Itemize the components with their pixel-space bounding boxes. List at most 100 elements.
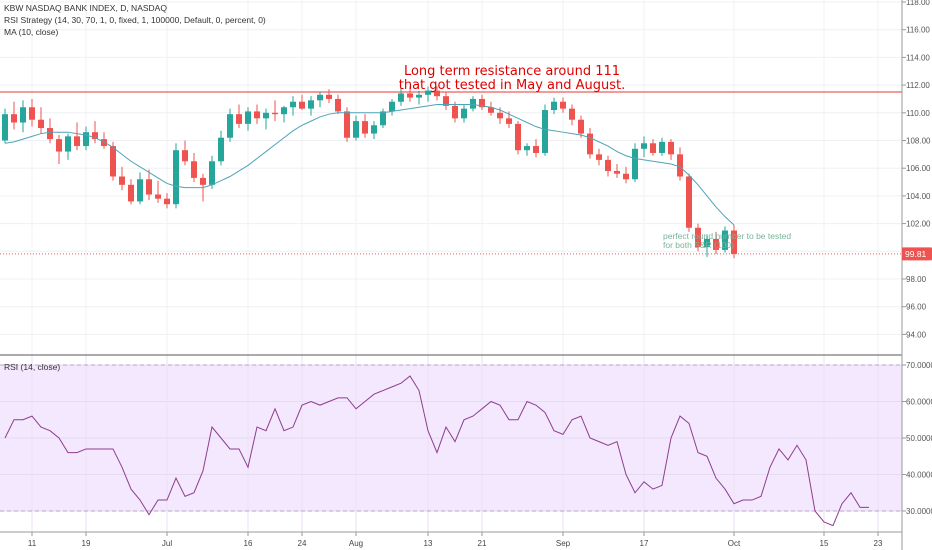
candle bbox=[695, 223, 701, 252]
candle bbox=[488, 101, 494, 116]
candle bbox=[164, 193, 170, 209]
candle-body bbox=[650, 143, 656, 153]
price-tick-label: 102.00 bbox=[906, 220, 931, 229]
rsi-tick-label: 50.0000 bbox=[906, 434, 932, 443]
candle-body bbox=[434, 90, 440, 97]
candle bbox=[731, 224, 737, 259]
resistance-note[interactable]: Long term resistance around 111 that got… bbox=[352, 65, 672, 93]
time-tick-label: 13 bbox=[424, 539, 433, 548]
candle-body bbox=[227, 114, 233, 138]
candle-body bbox=[398, 93, 404, 102]
candle bbox=[209, 155, 215, 189]
last-price-label: 99.81 bbox=[905, 249, 927, 259]
candle-body bbox=[659, 141, 665, 153]
candle-body bbox=[65, 136, 71, 152]
candle-body bbox=[236, 114, 242, 124]
candle-body bbox=[641, 143, 647, 149]
candle-body bbox=[407, 93, 413, 98]
candle-body bbox=[686, 176, 692, 228]
candle bbox=[29, 98, 35, 127]
candle-body bbox=[452, 105, 458, 119]
candle bbox=[101, 132, 107, 149]
ma-legend[interactable]: MA (10, close) bbox=[4, 27, 59, 37]
candle bbox=[533, 139, 539, 158]
time-tick-label: 11 bbox=[28, 539, 37, 548]
candle-body bbox=[173, 150, 179, 205]
candle-body bbox=[704, 238, 710, 248]
time-axis[interactable]: 11 19 Jul 16 24 Aug 13 21 Sep 17 Oct 15 23 bbox=[28, 532, 883, 548]
candle-body bbox=[389, 101, 395, 112]
price-tick-label: 112.00 bbox=[906, 81, 930, 90]
candle bbox=[515, 121, 521, 155]
ma10-line bbox=[4, 103, 735, 226]
time-tick-label: Jul bbox=[162, 539, 172, 548]
candle-body bbox=[443, 96, 449, 106]
price-axis[interactable]: 94.0096.0098.00100.00102.00104.00106.001… bbox=[902, 0, 931, 339]
symbol-title[interactable]: KBW NASDAQ BANK INDEX, D, NASDAQ bbox=[4, 3, 167, 13]
candle bbox=[569, 104, 575, 126]
time-tick-label: Oct bbox=[728, 539, 741, 548]
strategy-legend[interactable]: RSI Strategy (14, 30, 70, 1, 0, fixed, 1… bbox=[4, 15, 266, 25]
candle-body bbox=[263, 112, 269, 119]
candle-body bbox=[344, 111, 350, 138]
candle bbox=[380, 108, 386, 129]
candle bbox=[263, 108, 269, 130]
candle-body bbox=[83, 132, 89, 147]
candle-body bbox=[569, 108, 575, 120]
time-tick-label: 23 bbox=[874, 539, 883, 548]
candle-body bbox=[218, 137, 224, 162]
candle bbox=[578, 115, 584, 138]
candle bbox=[236, 104, 242, 129]
candle-body bbox=[731, 230, 737, 254]
candle-body bbox=[47, 128, 53, 140]
candle-body bbox=[164, 198, 170, 205]
rsi-legend[interactable]: RSI (14, close) bbox=[4, 362, 61, 372]
time-tick-label: 24 bbox=[298, 539, 307, 548]
candle-body bbox=[371, 125, 377, 134]
candle bbox=[560, 97, 566, 113]
candle bbox=[605, 155, 611, 177]
candle-body bbox=[416, 94, 422, 98]
candle bbox=[92, 121, 98, 144]
candle bbox=[74, 122, 80, 151]
candle-body bbox=[200, 177, 206, 185]
candle-body bbox=[515, 123, 521, 151]
candle bbox=[182, 140, 188, 166]
candle-body bbox=[668, 141, 674, 155]
candle bbox=[2, 108, 8, 144]
rsi-axis[interactable]: 30.0000 40.0000 50.0000 60.0000 70.0000 bbox=[902, 361, 932, 516]
candle bbox=[371, 121, 377, 140]
round-number-note-line1: perfect round number to be tested bbox=[663, 231, 792, 241]
price-tick-label: 94.00 bbox=[906, 330, 927, 339]
candle bbox=[272, 100, 278, 122]
candle-body bbox=[20, 107, 26, 123]
candle-body bbox=[578, 119, 584, 134]
candle-body bbox=[614, 170, 620, 174]
candle-body bbox=[317, 94, 323, 101]
candle bbox=[434, 86, 440, 101]
candle-body bbox=[722, 230, 728, 250]
price-gridlines bbox=[0, 1, 902, 335]
candle bbox=[389, 98, 395, 116]
candle bbox=[245, 107, 251, 131]
candle-body bbox=[119, 176, 125, 185]
candle bbox=[326, 89, 332, 104]
price-tick-label: 98.00 bbox=[906, 275, 927, 284]
round-number-note-line2: for both S&R (100) bbox=[663, 240, 734, 250]
time-tick-label: Sep bbox=[556, 539, 571, 548]
candle-body bbox=[362, 121, 368, 134]
candle bbox=[254, 104, 260, 124]
round-number-note[interactable]: perfect round number to be tested for bo… bbox=[663, 232, 791, 250]
candle bbox=[335, 94, 341, 115]
candle bbox=[20, 100, 26, 133]
candle bbox=[542, 104, 548, 156]
candle bbox=[299, 94, 305, 111]
candle-body bbox=[38, 119, 44, 129]
candle-body bbox=[308, 100, 314, 109]
candle-body bbox=[461, 108, 467, 119]
candle bbox=[686, 173, 692, 232]
rsi-panel[interactable] bbox=[0, 356, 902, 532]
price-tick-label: 118.00 bbox=[906, 0, 930, 7]
